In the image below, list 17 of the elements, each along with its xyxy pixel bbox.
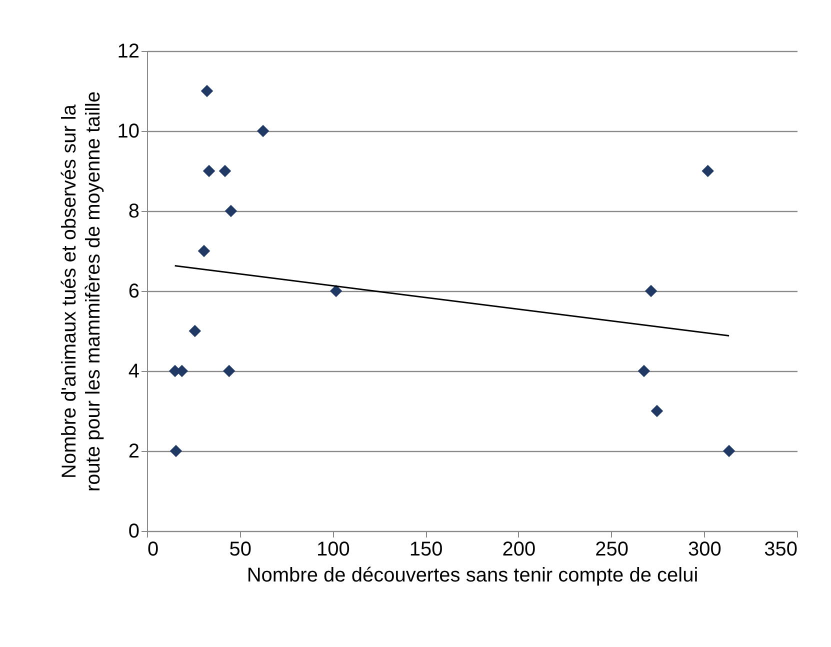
x-tick-label: 150 <box>409 538 443 560</box>
x-tick-label: 250 <box>595 538 628 560</box>
y-tick-label: 12 <box>117 40 140 62</box>
x-tick-label: 350 <box>764 538 798 560</box>
x-tick-label: 200 <box>502 538 536 560</box>
x-tick-label: 100 <box>316 538 350 560</box>
y-tick-label: 8 <box>128 200 140 222</box>
x-tick-label: 0 <box>148 538 159 560</box>
y-tick-label: 4 <box>128 360 140 382</box>
x-axis-title: Nombre de découvertes sans tenir compte de celui <box>246 564 698 586</box>
x-tick-label: 50 <box>229 538 252 560</box>
y-tick-label: 2 <box>128 440 140 462</box>
y-tick-label: 10 <box>117 120 140 142</box>
x-tick-label: 300 <box>688 538 722 560</box>
y-tick-label: 0 <box>128 520 140 542</box>
y-axis-title: Nombre d'animaux tués et observés sur la route pour les mammifères de moyenne taille <box>58 91 104 492</box>
y-tick-label: 6 <box>128 280 140 302</box>
